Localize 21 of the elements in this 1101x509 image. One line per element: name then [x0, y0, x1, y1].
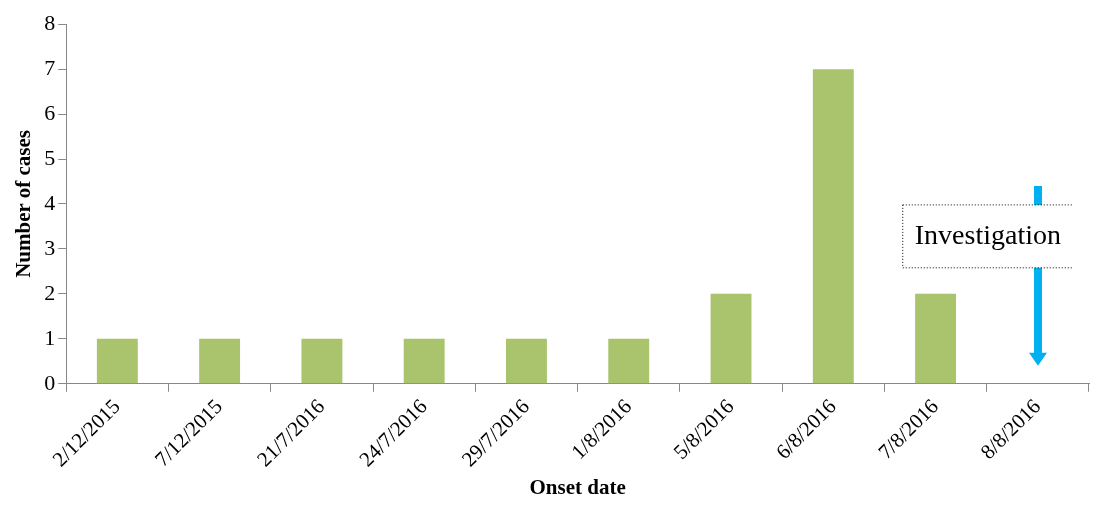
- y-tick-label: 5: [44, 144, 56, 170]
- annotation: Investigation: [914, 218, 1061, 250]
- y-axis-title: Number of cases: [11, 130, 36, 278]
- y-tick-label: 7: [44, 54, 56, 80]
- y-tick-label: 3: [44, 234, 56, 260]
- y-tick-label: 8: [44, 9, 56, 35]
- bar: [96, 338, 138, 384]
- bar: [710, 293, 752, 384]
- bar: [506, 338, 547, 384]
- bar: [301, 338, 343, 384]
- y-tick-label: 0: [44, 369, 56, 395]
- y-tick-label: 4: [44, 189, 56, 215]
- bar: [608, 338, 650, 384]
- y-tick-label: 1: [44, 324, 56, 350]
- x-axis-title: Onset date: [529, 474, 626, 499]
- bar: [199, 338, 241, 384]
- bar: [812, 69, 854, 384]
- y-tick-label: 2: [44, 279, 56, 305]
- bar: [915, 293, 957, 384]
- y-tick-label: 6: [44, 99, 56, 125]
- bar: [403, 338, 445, 384]
